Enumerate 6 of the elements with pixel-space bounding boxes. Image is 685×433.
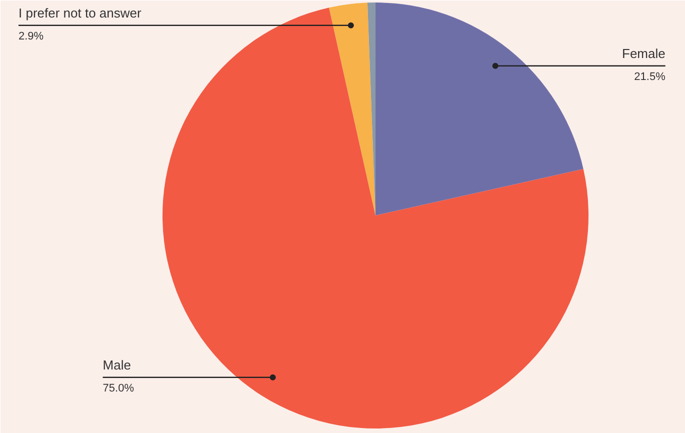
data-label: 21.5%	[634, 70, 666, 83]
slice-label: I prefer not to answer	[18, 5, 142, 20]
slice-label: Male	[102, 357, 131, 372]
data-label: 75.0%	[102, 382, 134, 394]
slice-label: Female	[622, 46, 666, 61]
data-label: 2.9%	[18, 30, 44, 42]
